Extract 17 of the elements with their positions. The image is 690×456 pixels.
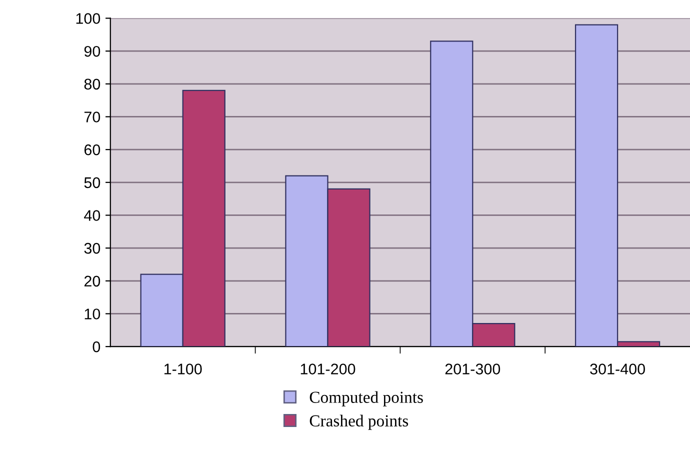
y-tick-label: 50 [84, 177, 100, 188]
y-tick-label: 20 [84, 276, 100, 287]
y-tick-label: 70 [84, 112, 100, 122]
y-tick-label: 100 [76, 13, 100, 24]
x-tick-label: 201-300 [445, 364, 500, 374]
x-tick-label: 301-400 [590, 364, 645, 374]
y-tick-label: 30 [84, 242, 100, 254]
x-tick-label: 101-200 [300, 364, 356, 374]
y-tick-label: 60 [84, 144, 100, 156]
legend-label: Computed points [310, 391, 423, 406]
y-tick-label: 10 [84, 308, 100, 320]
y-tick-label: 90 [84, 46, 100, 57]
y-tick-label: 80 [84, 78, 100, 90]
y-tick-label: 40 [84, 210, 100, 221]
x-tick-label: 1-100 [164, 364, 202, 374]
y-tick-label: 0 [92, 341, 100, 352]
legend-label: Crashed points [310, 414, 408, 430]
